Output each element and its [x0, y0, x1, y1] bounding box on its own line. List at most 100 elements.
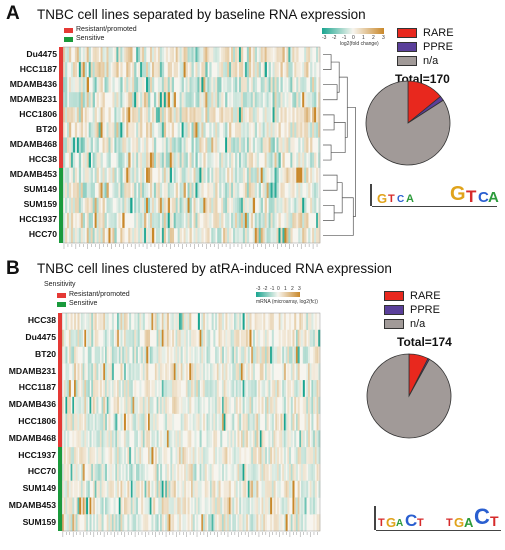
heatmap-cell — [118, 137, 121, 153]
heatmap-cell — [249, 396, 252, 414]
heatmap-cell — [236, 107, 240, 123]
heatmap-cell — [199, 152, 202, 168]
heatmap-cell — [242, 227, 246, 244]
heatmap-cell — [292, 329, 295, 347]
heatmap-cell — [75, 413, 78, 431]
heatmap-cell — [151, 107, 155, 123]
heatmap-cell — [78, 122, 82, 138]
heatmap-cell — [272, 227, 275, 244]
heatmap-cell — [314, 227, 317, 244]
heatmap-cell — [221, 152, 224, 168]
heatmap-cell — [237, 463, 240, 481]
heatmap-cell — [247, 346, 250, 364]
heatmap-cell — [307, 313, 310, 331]
heatmap-cell — [207, 137, 210, 153]
heatmap-cell — [135, 497, 138, 515]
heatmap-cell — [137, 463, 140, 481]
heatmap-cell — [197, 47, 200, 63]
heatmap-cell — [104, 62, 107, 78]
heatmap-cell — [146, 152, 149, 168]
heatmap-cell — [76, 92, 80, 108]
heatmap-cell — [301, 430, 304, 448]
motif-a-axis — [370, 184, 372, 206]
heatmap-cell — [296, 122, 299, 138]
row-label: HCC1937 — [18, 449, 56, 460]
heatmap-cell — [282, 152, 285, 168]
heatmap-cell — [184, 463, 187, 481]
heatmap-cell — [217, 137, 220, 153]
heatmap-cell — [234, 430, 237, 448]
heatmap-cell — [82, 137, 86, 153]
heatmap-cell — [187, 380, 190, 398]
heatmap-cell — [263, 329, 266, 347]
heatmap-cell — [309, 396, 312, 414]
heatmap-cell — [239, 447, 242, 465]
heatmap-cell — [196, 363, 199, 381]
heatmap-cell — [184, 329, 187, 347]
heatmap-cell — [89, 346, 92, 364]
heatmap-cell — [294, 396, 297, 414]
heatmap-cell — [89, 447, 92, 465]
heatmap-cell — [266, 182, 269, 199]
heatmap-cell — [199, 396, 202, 414]
heatmap-cell — [254, 212, 258, 229]
heatmap-cell — [86, 227, 89, 244]
heatmap-cell — [194, 329, 197, 347]
heatmap-cell — [102, 197, 105, 214]
heatmap-cell — [316, 329, 319, 347]
heatmap-cell — [63, 167, 66, 183]
heatmap-cell — [163, 137, 167, 153]
heatmap-cell — [220, 329, 223, 347]
heatmap-cell — [263, 447, 266, 465]
heatmap-cell — [251, 396, 254, 414]
heatmap-cell — [166, 380, 169, 398]
gene-labels — [63, 244, 318, 249]
heatmap-cell — [100, 152, 103, 168]
heatmap-cell — [193, 212, 196, 229]
heatmap-cell — [92, 514, 95, 532]
heatmap-cell — [290, 413, 293, 431]
heatmap-cell — [82, 227, 86, 244]
heatmap-cell — [132, 480, 135, 498]
heatmap-cell — [96, 480, 99, 498]
heatmap-cell — [84, 380, 87, 398]
heatmap-cell — [264, 197, 267, 214]
heatmap-cell — [148, 107, 151, 123]
heatmap-cell — [94, 122, 97, 138]
heatmap-cell — [91, 313, 94, 331]
heatmap-cell — [77, 396, 80, 414]
heatmap-cell — [87, 447, 90, 465]
heatmap-cell — [180, 313, 183, 331]
heatmap-cell — [215, 137, 218, 153]
heatmap-cell — [316, 514, 319, 532]
heatmap-cell — [98, 313, 101, 331]
heatmap-cell — [219, 77, 222, 93]
heatmap-cell — [184, 396, 187, 414]
heatmap-cell — [165, 497, 168, 515]
heatmap-cell — [302, 463, 305, 481]
heatmap-cell — [134, 137, 137, 153]
heatmap-cell — [219, 167, 222, 183]
heatmap-cell — [125, 497, 128, 515]
group-bar-resistant — [58, 313, 62, 331]
heatmap-cell — [292, 77, 295, 93]
heatmap-cell — [268, 122, 271, 138]
heatmap-cell — [244, 212, 248, 229]
heatmap-cell — [238, 137, 242, 153]
heatmap-cell — [94, 212, 97, 229]
heatmap-cell — [192, 363, 195, 381]
heatmap-cell — [264, 92, 267, 108]
heatmap-cell — [260, 122, 263, 138]
heatmap-cell — [272, 182, 275, 199]
heatmap-cell — [233, 212, 236, 229]
heatmap-cell — [299, 514, 302, 532]
heatmap-cell — [237, 329, 240, 347]
heatmap-cell — [247, 463, 250, 481]
heatmap-cell — [62, 346, 65, 364]
heatmap-cell — [298, 137, 301, 153]
heatmap-cell — [65, 363, 68, 381]
heatmap-cell — [211, 480, 214, 498]
heatmap-cell — [314, 447, 317, 465]
heatmap-cell — [151, 137, 155, 153]
heatmap-cell — [289, 430, 292, 448]
